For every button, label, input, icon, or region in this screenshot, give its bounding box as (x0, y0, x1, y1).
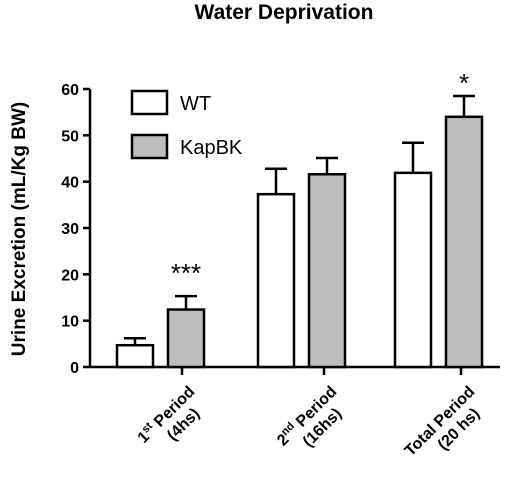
legend-swatch (130, 89, 169, 116)
chart-title: Water Deprivation (195, 1, 374, 24)
bar (115, 343, 155, 369)
category-label: 2nd Period(16hs) (274, 383, 345, 450)
legend-label: WT (180, 93, 211, 115)
y-axis-label: Urine Excretion (mL/Kg BW) (9, 102, 30, 356)
significance-marker: *** (171, 258, 201, 288)
bar (307, 173, 347, 369)
bar (444, 115, 484, 369)
category-label: Total Period(20 hs) (402, 383, 484, 460)
bar (393, 171, 433, 369)
significance-marker: * (459, 68, 469, 98)
bar (166, 308, 206, 369)
y-tick-label: 60 (61, 82, 79, 99)
legend-swatch (130, 133, 169, 160)
y-tick-label: 40 (61, 175, 79, 192)
plot-area: 0 10 20 30 40 50 60 1st Period(4hs) 2nd Period(1… (61, 68, 500, 460)
y-tick-label: 0 (70, 360, 79, 377)
bar (256, 192, 296, 369)
legend: WT KapBK (130, 89, 243, 160)
y-tick-label: 10 (61, 314, 79, 331)
category-label: 1st Period(4hs) (135, 383, 204, 447)
y-tick-label: 20 (61, 267, 79, 284)
legend-label: KapBK (180, 137, 243, 159)
y-tick-label: 30 (61, 221, 79, 238)
y-tick-label: 50 (61, 128, 79, 145)
